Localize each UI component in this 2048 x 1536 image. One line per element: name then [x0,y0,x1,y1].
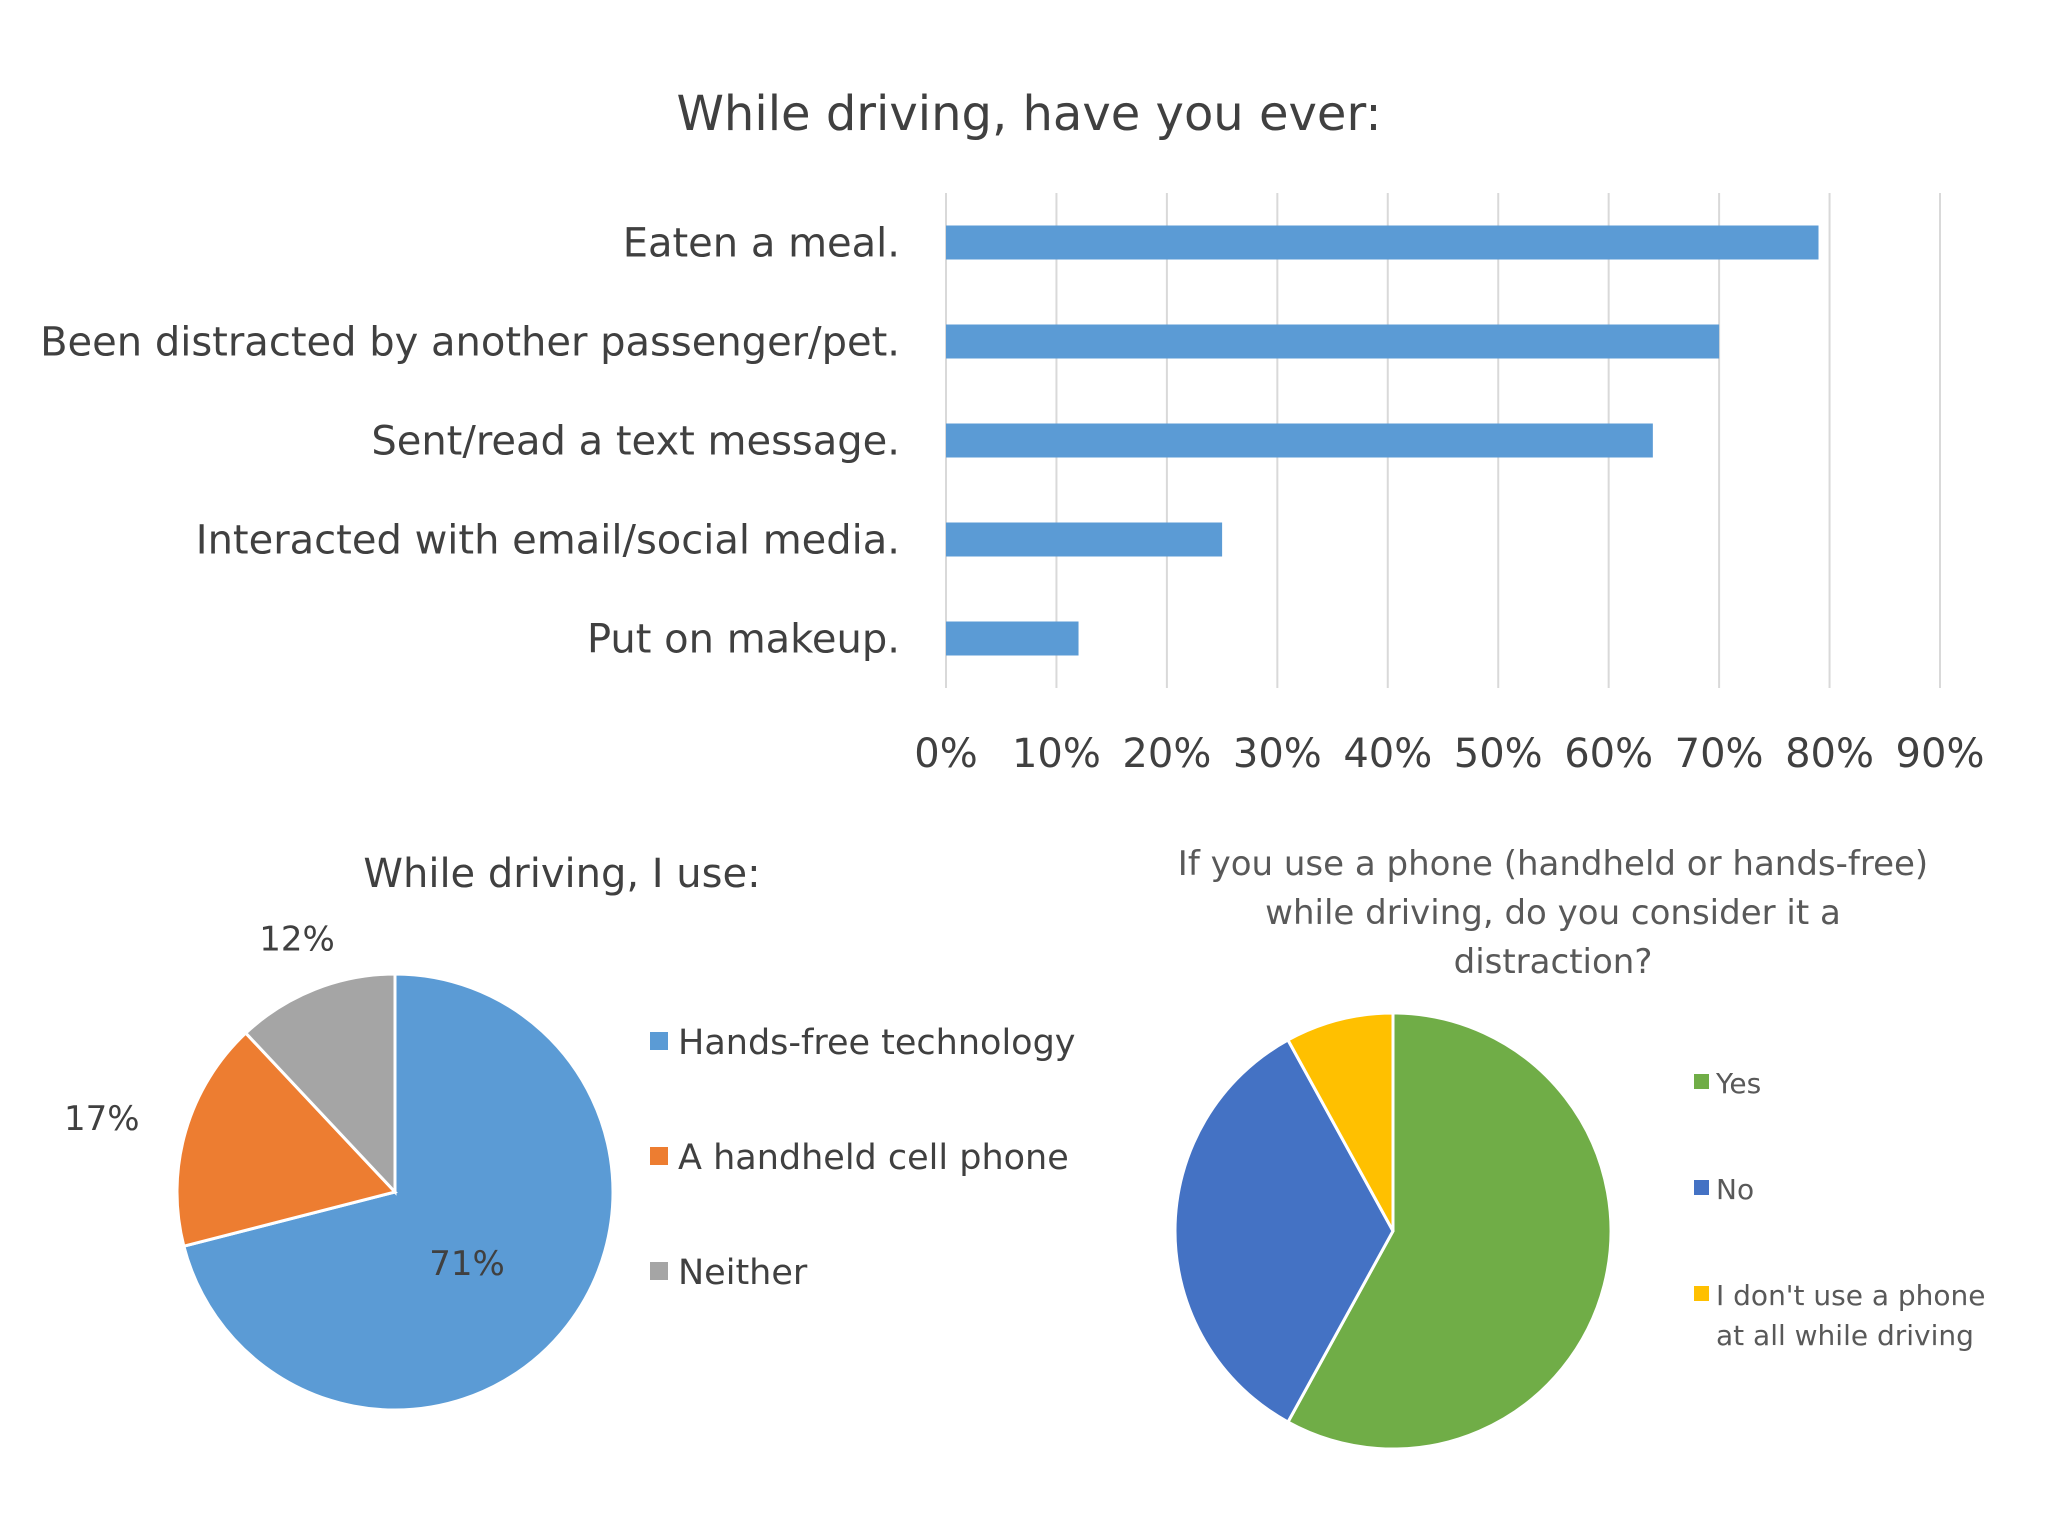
x-tick-label: 90% [1896,731,1985,777]
x-tick-label: 20% [1122,731,1211,777]
x-tick-label: 10% [1012,731,1101,777]
bar-sent-read-a-text-message [946,423,1653,458]
legend-swatch [650,1262,668,1280]
pie-slice-i-don-t-use-a-phone-at-all-while-driving [1285,1011,1395,1232]
pie-slice-no [1173,1037,1395,1425]
x-tick-label: 80% [1785,731,1874,777]
legend-swatch [650,1147,668,1165]
pie2-legend: Yes No I don't use a phone at all while dri… [1694,1067,1986,1352]
legend-label: Neither [678,1253,808,1293]
bar-eaten-a-meal [946,225,1819,260]
pie1-data-label: 71% [429,1244,505,1284]
pie-chart-usage: While driving, I use: 71% 17% 12% Hands-fr… [64,851,1076,1412]
pie1-data-labels: 71% 17% 12% [64,920,505,1284]
bar-chart-x-tick-labels: 0% 10% 20% 30% 40% 50% 60% 70% 80% 90% [914,731,1984,777]
pie1-data-label: 17% [64,1099,140,1139]
pie1-legend: Hands-free technology A handheld cell pho… [650,1023,1076,1293]
pie-chart-distraction: If you use a phone (handheld or hands-fr… [1173,844,1986,1451]
x-tick-label: 0% [914,731,977,777]
category-label: Put on makeup. [587,617,900,663]
x-tick-label: 50% [1454,731,1543,777]
legend-label: Hands-free technology [678,1023,1076,1063]
category-label: Been distracted by another passenger/pet… [40,320,900,366]
pie-slice-a-handheld-cell-phone [175,1030,398,1249]
legend-label: A handheld cell phone [678,1138,1069,1178]
bar-been-distracted-by-another-passenger-pet [946,324,1720,359]
pie1-data-label: 12% [259,920,335,960]
x-tick-label: 30% [1233,731,1322,777]
legend-swatch [650,1032,668,1050]
bar-put-on-makeup [946,621,1079,656]
pie2-title-line: distraction? [1454,942,1653,982]
bar-chart-title: While driving, have you ever: [676,86,1381,142]
pie-slice-neither [243,972,397,1196]
category-label: Interacted with email/social media. [196,518,900,564]
legend-swatch [1694,1074,1709,1089]
legend-swatch [1694,1286,1709,1301]
pie2-title: If you use a phone (handheld or hands-fr… [1178,844,1928,982]
pie1-title: While driving, I use: [363,851,760,897]
bar-interacted-with-email-social-media [946,522,1223,557]
bar-chart: While driving, have you ever: Eaten a me… [40,86,1984,777]
legend-label: No [1716,1173,1754,1206]
legend-label: I don't use a phone at all while driving [1716,1279,1986,1352]
pie1-slices [175,972,615,1412]
pie-slice-hands-free-technology [182,972,615,1412]
pie-slice-yes [1285,1011,1613,1451]
legend-label: Yes [1715,1067,1761,1100]
bar-chart-category-labels: Eaten a meal. Been distracted by another … [40,221,900,663]
pie2-title-line: while driving, do you consider it a [1265,893,1841,933]
x-tick-label: 40% [1343,731,1432,777]
category-label: Eaten a meal. [623,221,900,267]
bar-chart-bars [946,225,1819,656]
legend-swatch [1694,1180,1709,1195]
x-tick-label: 60% [1564,731,1653,777]
x-tick-label: 70% [1675,731,1764,777]
pie2-slices [1173,1011,1613,1451]
category-label: Sent/read a text message. [371,419,900,465]
pie2-title-line: If you use a phone (handheld or hands-fr… [1178,844,1928,884]
